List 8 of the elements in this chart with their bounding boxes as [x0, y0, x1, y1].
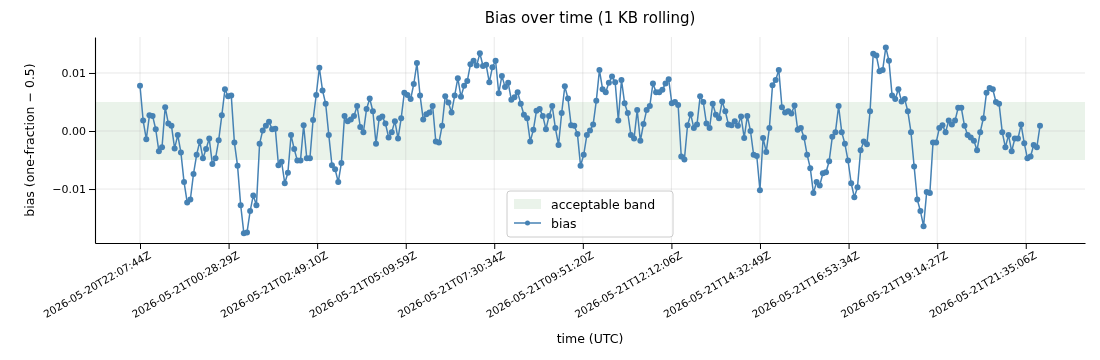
y-axis-title: bias (one-fraction − 0.5): [22, 63, 37, 217]
legend-label: acceptable band: [551, 196, 656, 212]
chart-title: Bias over time (1 KB rolling): [484, 9, 696, 27]
y-tick-label: −0.01: [52, 183, 86, 197]
legend-label: bias: [551, 215, 577, 231]
y-tick-label: 0.01: [61, 67, 86, 80]
x-axis-title: time (UTC): [556, 331, 624, 346]
y-tick-label: 0.00: [61, 125, 86, 139]
